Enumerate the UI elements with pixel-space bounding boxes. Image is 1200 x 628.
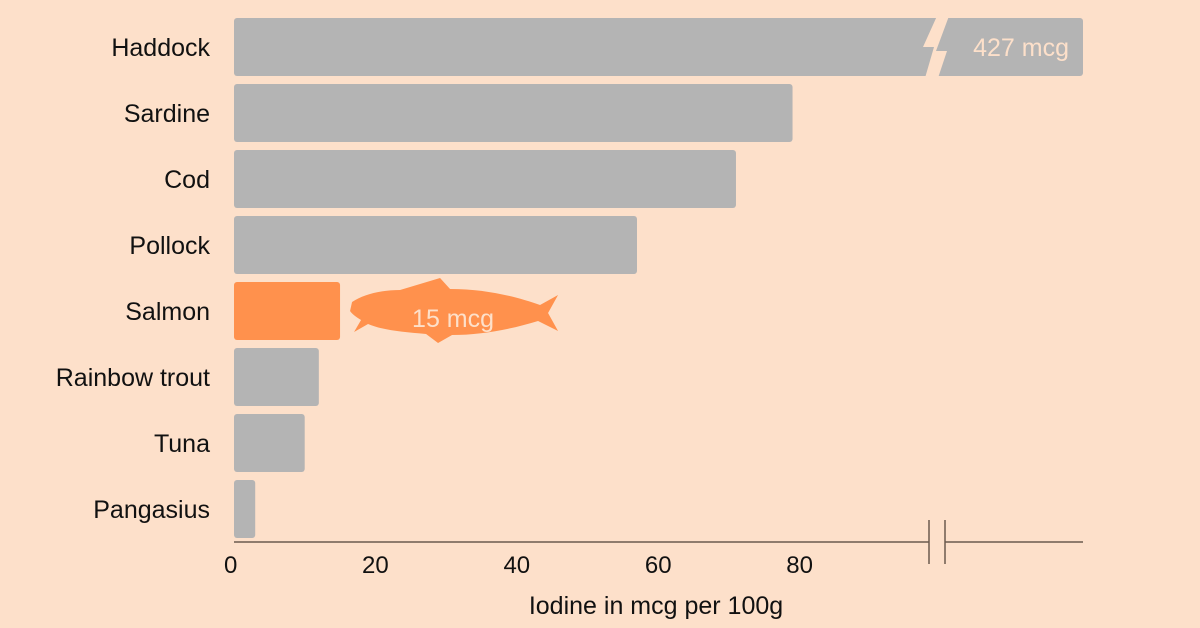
bar-pangasius <box>234 480 256 538</box>
x-tick-label: 40 <box>503 552 530 579</box>
x-tick-label: 0 <box>224 552 237 579</box>
bar-rainbow-trout <box>234 348 319 406</box>
category-label: Rainbow trout <box>56 364 210 392</box>
bar-pollock <box>234 216 637 274</box>
category-label: Pollock <box>129 232 210 260</box>
bar-salmon <box>234 282 341 340</box>
bar-cod <box>234 150 736 208</box>
x-axis-label: Iodine in mcg per 100g <box>529 592 783 620</box>
category-label: Tuna <box>154 430 210 458</box>
category-label: Haddock <box>111 34 210 62</box>
x-tick-label: 60 <box>645 552 672 579</box>
x-tick-label: 80 <box>786 552 813 579</box>
axis-break-mark <box>923 16 949 78</box>
category-label: Pangasius <box>93 496 210 524</box>
fish-callout-shape <box>350 278 559 343</box>
value-label: 427 mcg <box>973 34 1069 62</box>
value-label: 15 mcg <box>412 305 494 333</box>
category-label: Sardine <box>124 100 210 128</box>
bar-haddock <box>234 18 1083 76</box>
category-label: Salmon <box>125 298 210 326</box>
x-tick-label: 20 <box>362 552 389 579</box>
bar-tuna <box>234 414 305 472</box>
category-label: Cod <box>164 166 210 194</box>
bar-sardine <box>234 84 793 142</box>
